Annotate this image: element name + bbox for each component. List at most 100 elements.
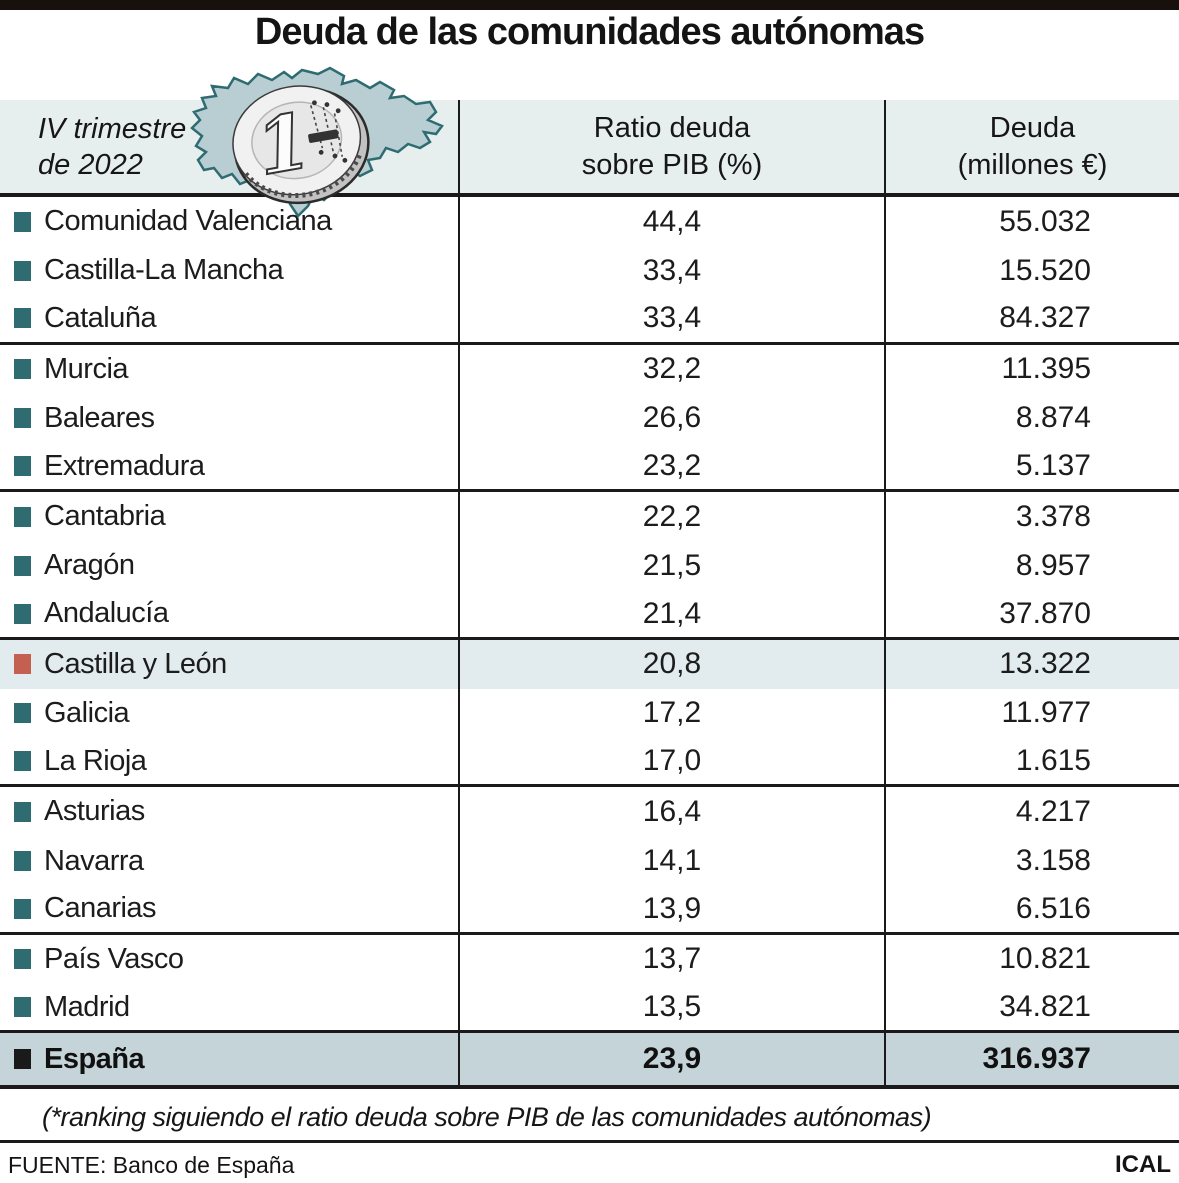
- ratio-cell: 33,4: [458, 246, 884, 296]
- period-line2: de 2022: [38, 148, 143, 181]
- table-row: Asturias 16,4 4.217: [0, 787, 1179, 837]
- debt-cell: 5.137: [884, 442, 1179, 490]
- table-row: Baleares 26,6 8.874: [0, 393, 1179, 443]
- row-bullet-icon: [14, 898, 31, 919]
- debt-value: 13.322: [999, 647, 1091, 681]
- region-label: País Vasco: [44, 942, 184, 975]
- agency-credit: ICAL: [1115, 1151, 1171, 1178]
- period-label: IV trimestre de 2022: [38, 111, 186, 183]
- debt-cell: 8.957: [884, 541, 1179, 591]
- debt-cell: 13.322: [884, 639, 1179, 689]
- debt-column-header: Deuda (millones €): [958, 110, 1108, 184]
- region-label: Comunidad Valenciana: [44, 205, 332, 238]
- debt-value: 55.032: [999, 204, 1091, 238]
- ratio-cell: 32,2: [458, 344, 884, 394]
- debt-value: 316.937: [982, 1042, 1091, 1076]
- region-cell: Asturias: [0, 787, 458, 836]
- table-row: Navarra 14,1 3.158: [0, 836, 1179, 886]
- row-bullet-icon: [14, 555, 31, 576]
- ratio-cell: 21,4: [458, 590, 884, 637]
- region-label: Baleares: [44, 401, 155, 434]
- ratio-cell: 33,4: [458, 295, 884, 342]
- row-bullet-icon: [14, 949, 31, 970]
- debt-cell: 55.032: [884, 197, 1179, 247]
- debt-value: 11.395: [1001, 352, 1091, 386]
- region-cell: Aragón: [0, 541, 458, 590]
- region-cell: Extremadura: [0, 443, 458, 489]
- region-label: Murcia: [44, 352, 129, 385]
- ratio-header-line2: sobre PIB (%): [581, 148, 763, 181]
- table-header-row: IV trimestre de 2022 Ratio deuda sobre P…: [0, 100, 1179, 197]
- ratio-value: 21,5: [642, 548, 702, 582]
- ratio-value: 16,4: [642, 794, 702, 828]
- region-cell: Cantabria: [0, 492, 458, 541]
- source-label: FUENTE: Banco de España: [8, 1151, 295, 1178]
- region-label: Aragón: [44, 549, 135, 582]
- ratio-value: 17,0: [642, 744, 702, 778]
- region-label: La Rioja: [44, 744, 147, 777]
- debt-value: 4.217: [1015, 794, 1091, 828]
- debt-value: 5.137: [1015, 449, 1091, 483]
- top-bar: [0, 0, 1179, 10]
- ratio-value: 32,2: [642, 352, 702, 386]
- debt-value: 34.821: [999, 990, 1091, 1024]
- ratio-value: 22,2: [642, 499, 702, 533]
- region-cell: Castilla-La Mancha: [0, 246, 458, 295]
- region-label: Navarra: [44, 844, 144, 877]
- debt-value: 15.520: [999, 253, 1091, 287]
- ratio-cell: 14,1: [458, 836, 884, 886]
- footer: FUENTE: Banco de España ICAL: [8, 1150, 1171, 1180]
- debt-cell: 1.615: [884, 738, 1179, 785]
- debt-cell: 11.977: [884, 688, 1179, 739]
- table-row: Cataluña 33,4 84.327: [0, 295, 1179, 345]
- ratio-value: 13,7: [642, 942, 702, 976]
- header-cell-debt: Deuda (millones €): [884, 100, 1179, 193]
- region-cell: Canarias: [0, 886, 458, 932]
- header-cell-period: IV trimestre de 2022: [0, 100, 458, 193]
- debt-value: 8.874: [1015, 401, 1091, 435]
- ratio-cell: 44,4: [458, 197, 884, 247]
- table-row: Comunidad Valenciana 44,4 55.032: [0, 197, 1179, 247]
- ratio-value: 33,4: [642, 301, 702, 335]
- debt-header-line1: Deuda: [989, 111, 1076, 144]
- table-row: Castilla-La Mancha 33,4 15.520: [0, 246, 1179, 296]
- ratio-value: 13,5: [642, 990, 702, 1024]
- debt-value: 37.870: [999, 596, 1091, 630]
- row-bullet-icon: [14, 654, 31, 675]
- debt-value: 3.158: [1015, 844, 1091, 878]
- ratio-cell: 13,5: [458, 984, 884, 1031]
- table-row: Aragón 21,5 8.957: [0, 541, 1179, 591]
- region-label: Cataluña: [44, 301, 157, 334]
- region-cell: La Rioja: [0, 738, 458, 784]
- footer-divider: [0, 1140, 1179, 1143]
- ratio-value: 23,9: [642, 1042, 702, 1076]
- row-bullet-icon: [14, 801, 31, 822]
- debt-value: 84.327: [999, 301, 1091, 335]
- region-cell: Andalucía: [0, 591, 458, 637]
- ratio-cell: 21,5: [458, 541, 884, 591]
- region-label: Asturias: [44, 795, 145, 828]
- ratio-value: 44,4: [642, 204, 702, 238]
- debt-cell: 4.217: [884, 787, 1179, 837]
- debt-table: IV trimestre de 2022 Ratio deuda sobre P…: [0, 100, 1179, 1090]
- ratio-value: 26,6: [642, 401, 702, 435]
- ratio-column-header: Ratio deuda sobre PIB (%): [582, 110, 763, 184]
- table-row: Galicia 17,2 11.977: [0, 688, 1179, 739]
- ratio-cell: 23,2: [458, 442, 884, 490]
- row-bullet-icon: [14, 603, 31, 624]
- row-bullet-icon: [14, 851, 31, 872]
- region-cell: Cataluña: [0, 295, 458, 341]
- region-cell: País Vasco: [0, 935, 458, 984]
- region-label: Galicia: [44, 696, 130, 729]
- debt-cell: 6.516: [884, 885, 1179, 932]
- table-row: La Rioja 17,0 1.615: [0, 738, 1179, 788]
- region-cell: Galicia: [0, 689, 458, 738]
- ratio-cell: 17,2: [458, 688, 884, 739]
- ratio-value: 20,8: [642, 647, 702, 681]
- ratio-header-line1: Ratio deuda: [593, 111, 751, 144]
- row-bullet-icon: [14, 1049, 31, 1070]
- region-label: Cantabria: [44, 500, 166, 533]
- debt-cell: 3.378: [884, 492, 1179, 542]
- region-cell: España: [0, 1033, 458, 1085]
- ratio-value: 21,4: [642, 596, 702, 630]
